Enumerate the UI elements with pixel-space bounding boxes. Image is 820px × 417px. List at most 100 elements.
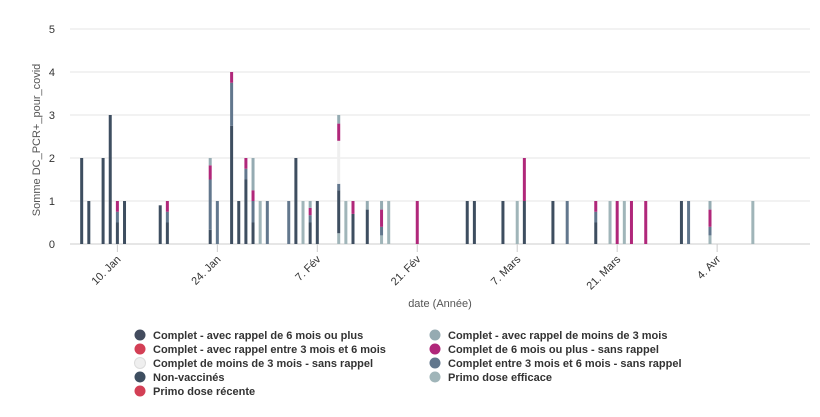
bar-segment[interactable] <box>251 201 255 223</box>
bar-segment[interactable] <box>230 82 234 126</box>
bar-segment[interactable] <box>337 233 341 244</box>
legend-marker <box>134 371 146 383</box>
bar-segment[interactable] <box>244 168 248 180</box>
bar-segment[interactable] <box>337 183 341 191</box>
bar-segment[interactable] <box>208 158 212 166</box>
bar-segment[interactable] <box>387 201 391 244</box>
bar-segment[interactable] <box>108 115 112 244</box>
bar-segment[interactable] <box>515 201 519 244</box>
bar-segment[interactable] <box>294 158 298 244</box>
bar-segment[interactable] <box>380 201 384 210</box>
bar-segment[interactable] <box>594 211 598 223</box>
legend-item[interactable]: Non-vaccinés <box>134 371 225 385</box>
legend-item[interactable]: Primo dose récente <box>134 385 256 399</box>
bar-segment[interactable] <box>230 72 234 83</box>
bar-segment[interactable] <box>315 201 319 244</box>
bar-segment[interactable] <box>215 201 219 244</box>
bar-segment[interactable] <box>115 201 119 212</box>
bar-segment[interactable] <box>337 123 341 141</box>
legend-marker <box>134 329 146 341</box>
bar-segment[interactable] <box>615 201 619 244</box>
bar-segment[interactable] <box>301 201 305 244</box>
bar-segment[interactable] <box>608 201 612 244</box>
legend-item[interactable]: Primo dose efficace <box>429 371 552 385</box>
bar-segment[interactable] <box>337 140 341 184</box>
bar-segment[interactable] <box>337 190 341 234</box>
legend-label: Complet - avec rappel entre 3 mois et 6 … <box>153 344 386 356</box>
bar-segment[interactable] <box>380 226 384 236</box>
bar-segment[interactable] <box>501 201 505 244</box>
bar-segment[interactable] <box>165 201 169 212</box>
legend-marker <box>134 343 146 355</box>
bar-segment[interactable] <box>365 201 369 210</box>
bar-segment[interactable] <box>594 201 598 212</box>
bar-segment[interactable] <box>115 211 119 223</box>
y-tick-label: 2 <box>49 153 55 165</box>
bar-segment[interactable] <box>308 215 312 223</box>
bar-segment[interactable] <box>522 201 526 244</box>
bar-segment[interactable] <box>165 211 169 223</box>
bar-segment[interactable] <box>230 125 234 244</box>
bar-segment[interactable] <box>708 201 712 210</box>
bar-segment[interactable] <box>522 158 526 201</box>
bar-segment[interactable] <box>629 201 633 244</box>
bar-segment[interactable] <box>565 201 569 244</box>
bar-segment[interactable] <box>751 201 755 244</box>
legend-label: Primo dose récente <box>153 386 255 398</box>
bar-segment[interactable] <box>415 201 419 244</box>
bar-segment[interactable] <box>308 201 312 208</box>
bar-segment[interactable] <box>244 179 248 245</box>
y-tick-label: 4 <box>49 67 55 79</box>
legend-item[interactable]: Complet entre 3 mois et 6 mois - sans ra… <box>429 357 682 371</box>
bar-segment[interactable] <box>465 201 469 244</box>
bar-segment[interactable] <box>308 222 312 245</box>
bar-segment[interactable] <box>344 201 348 244</box>
legend-item[interactable]: Complet - avec rappel de moins de 3 mois <box>429 329 668 343</box>
legend-item[interactable]: Complet de 6 mois ou plus - sans rappel <box>429 343 659 357</box>
legend-marker <box>429 343 441 355</box>
bar-segment[interactable] <box>380 235 384 244</box>
bar-segment[interactable] <box>708 209 712 227</box>
legend-label: Complet entre 3 mois et 6 mois - sans ra… <box>448 358 682 370</box>
x-tick-label: 7. Mars <box>489 253 524 288</box>
legend-item[interactable]: Complet de moins de 3 mois - sans rappel <box>134 357 374 371</box>
bar-segment[interactable] <box>708 235 712 244</box>
bar-segment[interactable] <box>208 165 212 180</box>
bar-segment[interactable] <box>123 201 127 244</box>
bar-segment[interactable] <box>472 201 476 244</box>
bar-segment[interactable] <box>351 201 355 214</box>
bar-segment[interactable] <box>208 179 212 230</box>
legend-label: Complet de 6 mois ou plus - sans rappel <box>448 344 659 356</box>
bar-segment[interactable] <box>308 207 312 216</box>
bar-segment[interactable] <box>365 209 369 244</box>
bar-segment[interactable] <box>551 201 555 244</box>
bar-segment[interactable] <box>251 222 255 245</box>
bar-segment[interactable] <box>251 158 255 191</box>
legend-label: Non-vaccinés <box>153 372 225 384</box>
bar-segment[interactable] <box>208 229 212 244</box>
legend-item[interactable]: Complet - avec rappel entre 3 mois et 6 … <box>134 343 386 357</box>
bar-segment[interactable] <box>251 190 255 201</box>
bar-segment[interactable] <box>87 201 91 244</box>
bar-segment[interactable] <box>687 201 691 244</box>
bar-segment[interactable] <box>244 158 248 169</box>
legend-item[interactable]: Complet - avec rappel de 6 mois ou plus <box>134 329 364 343</box>
bar-segment[interactable] <box>237 201 241 244</box>
legend-marker <box>134 385 146 397</box>
bar-segment[interactable] <box>258 201 262 244</box>
bar-segment[interactable] <box>115 222 119 245</box>
bar-segment[interactable] <box>594 222 598 245</box>
bar-segment[interactable] <box>287 201 291 244</box>
bar-segment[interactable] <box>337 115 341 124</box>
bar-segment[interactable] <box>708 226 712 236</box>
bar-segment[interactable] <box>644 201 648 244</box>
bar-segment[interactable] <box>679 201 683 244</box>
bar-segment[interactable] <box>158 205 162 244</box>
bar-segment[interactable] <box>80 158 84 244</box>
bar-segment[interactable] <box>622 201 626 244</box>
bar-segment[interactable] <box>380 209 384 227</box>
bar-segment[interactable] <box>351 213 355 244</box>
bar-segment[interactable] <box>165 222 169 245</box>
bar-segment[interactable] <box>265 201 269 244</box>
bar-segment[interactable] <box>101 158 105 244</box>
